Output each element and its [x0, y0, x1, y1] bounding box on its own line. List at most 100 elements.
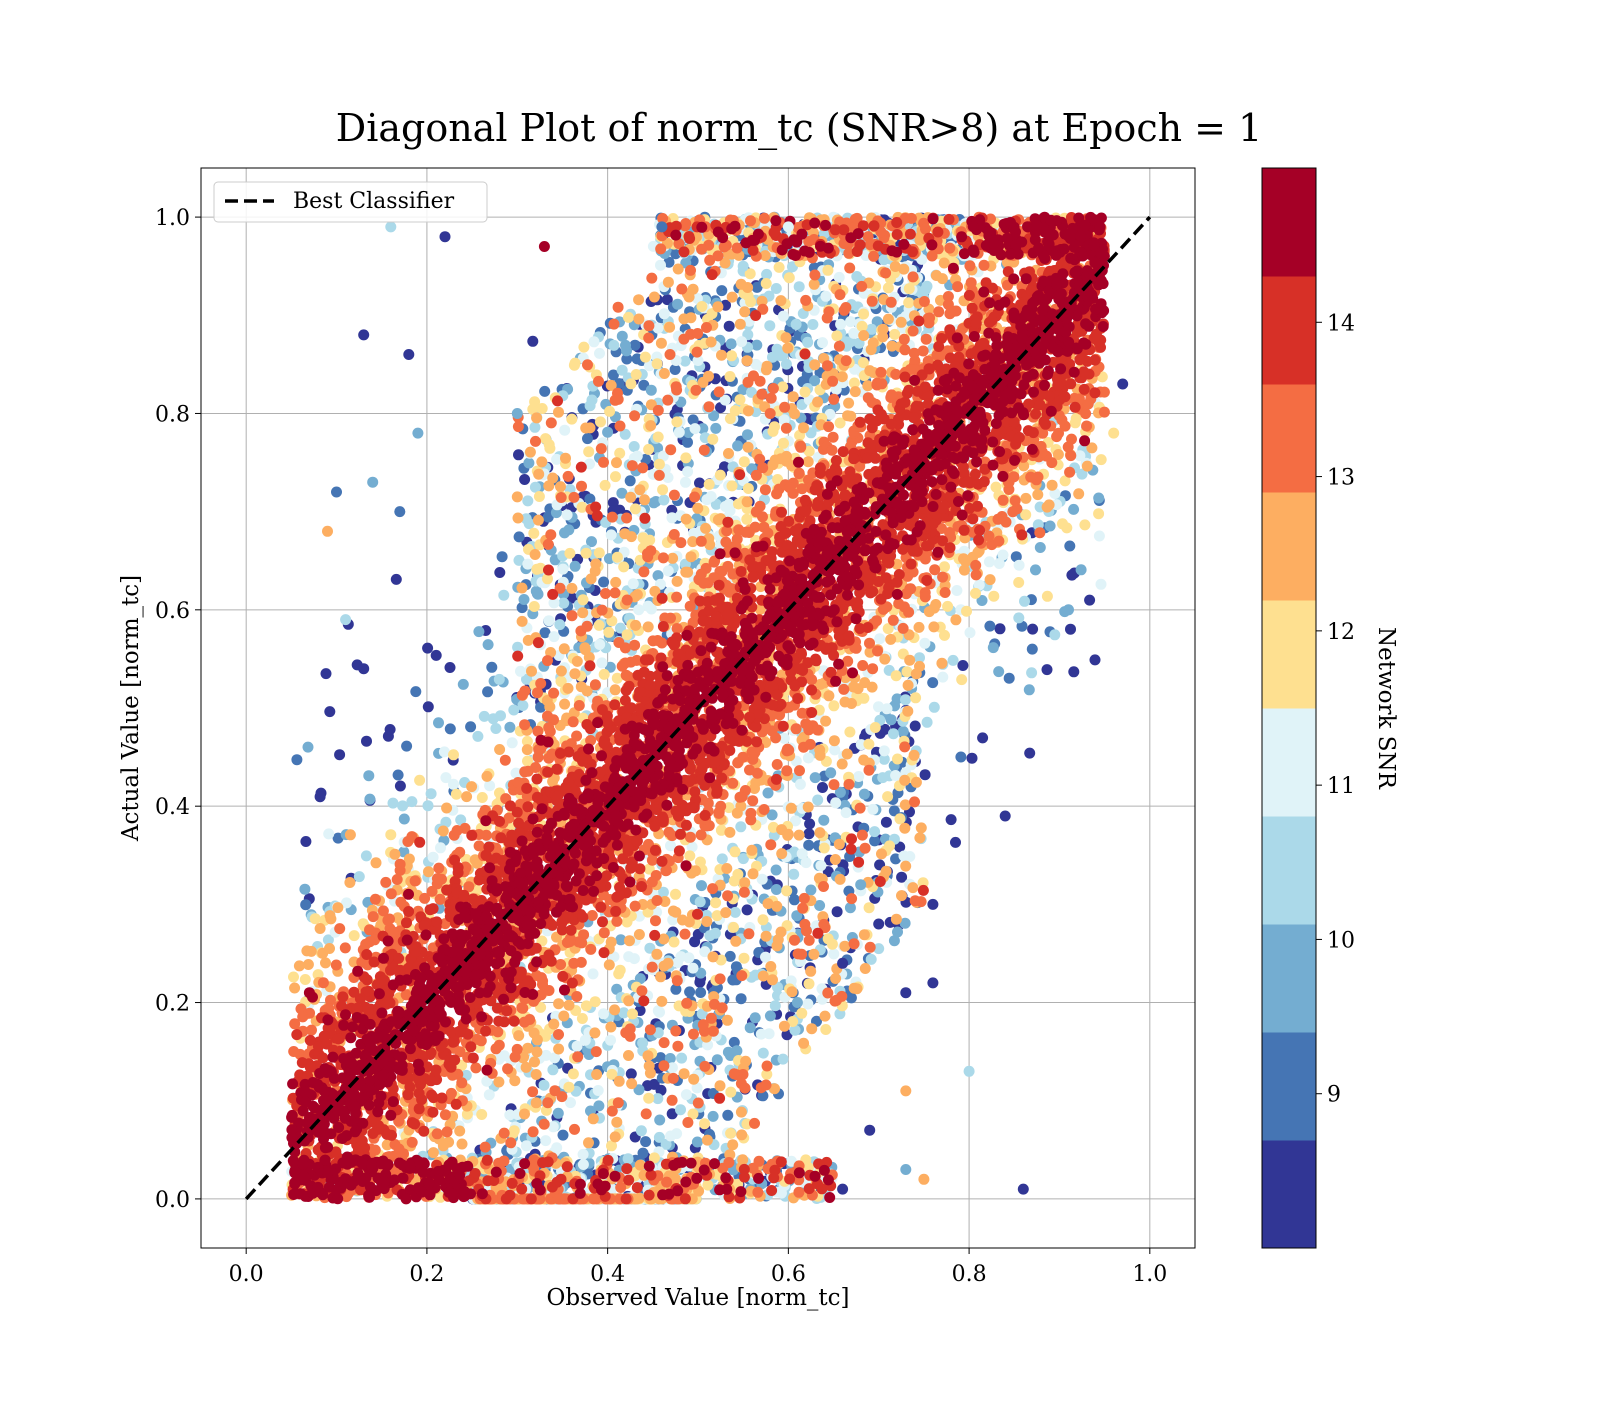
scatter-point — [781, 885, 792, 896]
scatter-point — [820, 291, 831, 302]
scatter-point — [638, 1148, 649, 1159]
scatter-point — [900, 861, 911, 872]
scatter-point — [519, 474, 530, 485]
scatter-point — [984, 556, 995, 567]
scatter-point — [1079, 519, 1090, 530]
scatter-point — [706, 491, 717, 502]
scatter-point — [1013, 612, 1024, 623]
scatter-point — [841, 807, 852, 818]
scatter-point — [569, 360, 580, 371]
scatter-point — [658, 495, 669, 506]
scatter-point — [445, 662, 456, 673]
scatter-point — [814, 827, 825, 838]
scatter-point — [903, 680, 914, 691]
scatter-point — [802, 337, 813, 348]
scatter-point — [842, 749, 853, 760]
scatter-point — [920, 769, 931, 780]
scatter-point — [692, 1137, 703, 1148]
scatter-point — [710, 423, 721, 434]
scatter-point — [484, 1089, 495, 1100]
scatter-point — [742, 355, 753, 366]
scatter-point — [623, 1050, 634, 1061]
scatter-point — [892, 754, 903, 765]
scatter-point — [890, 261, 901, 272]
scatter-point — [476, 1109, 487, 1120]
scatter-point — [961, 606, 972, 617]
scatter-point — [904, 655, 915, 666]
scatter-point — [739, 877, 750, 888]
scatter-point — [939, 630, 950, 641]
scatter-point — [695, 987, 706, 998]
scatter-point — [623, 995, 634, 1006]
scatter-point — [581, 1000, 592, 1011]
scatter-point — [570, 561, 581, 572]
scatter-point — [672, 299, 683, 310]
scatter-point — [779, 1021, 790, 1032]
scatter-point — [651, 949, 662, 960]
scatter-point — [858, 755, 869, 766]
scatter-point — [533, 469, 544, 480]
scatter-point — [531, 1069, 542, 1080]
scatter-point — [528, 528, 539, 539]
scatter-point — [598, 1008, 609, 1019]
scatter-point — [671, 1128, 682, 1139]
scatter-point — [993, 666, 1004, 677]
scatter-point — [680, 567, 691, 578]
scatter-point — [521, 1062, 532, 1073]
scatter-point — [743, 442, 754, 453]
scatter-point — [1019, 596, 1030, 607]
scatter-point — [748, 868, 759, 879]
scatter-point — [604, 406, 615, 417]
scatter-point — [722, 1015, 733, 1026]
scatter-point — [743, 405, 754, 416]
scatter-point — [441, 803, 452, 814]
scatter-point — [911, 777, 922, 788]
scatter-point — [950, 837, 961, 848]
scatter-point — [611, 457, 622, 468]
scatter-point — [729, 876, 740, 887]
scatter-point — [756, 1029, 767, 1040]
scatter-point — [663, 565, 674, 576]
scatter-point — [1047, 480, 1058, 491]
scatter-point — [882, 791, 893, 802]
scatter-point — [577, 607, 588, 618]
scatter-point — [391, 574, 402, 585]
scatter-point — [636, 1125, 647, 1136]
scatter-point — [587, 395, 598, 406]
scatter-point — [493, 1077, 504, 1088]
scatter-point — [770, 1000, 781, 1011]
scatter-point — [931, 270, 942, 281]
scatter-point — [910, 721, 921, 732]
scatter-point — [867, 804, 878, 815]
scatter-point — [349, 930, 360, 941]
scatter-point — [761, 931, 772, 942]
scatter-point — [634, 484, 645, 495]
scatter-point — [321, 668, 332, 679]
scatter-point — [778, 438, 789, 449]
scatter-point — [765, 1010, 776, 1021]
scatter-point — [676, 1053, 687, 1064]
scatter-point — [1013, 577, 1024, 588]
scatter-point — [739, 306, 750, 317]
scatter-point — [775, 453, 786, 464]
scatter-point — [746, 845, 757, 856]
scatter-point — [727, 480, 738, 491]
scatter-point — [899, 851, 910, 862]
scatter-point — [566, 414, 577, 425]
scatter-point — [828, 700, 839, 711]
scatter-point — [929, 702, 940, 713]
scatter-point — [332, 902, 343, 913]
scatter-point — [721, 863, 732, 874]
scatter-point — [568, 1068, 579, 1079]
scatter-point — [649, 292, 660, 303]
scatter-point — [354, 871, 365, 882]
scatter-point — [829, 735, 840, 746]
scatter-point — [902, 666, 913, 677]
scatter-point — [531, 1046, 542, 1057]
scatter-point — [513, 449, 524, 460]
scatter-point — [937, 672, 948, 683]
scatter-point — [603, 627, 614, 638]
scatter-point — [631, 369, 642, 380]
scatter-point — [967, 753, 978, 764]
